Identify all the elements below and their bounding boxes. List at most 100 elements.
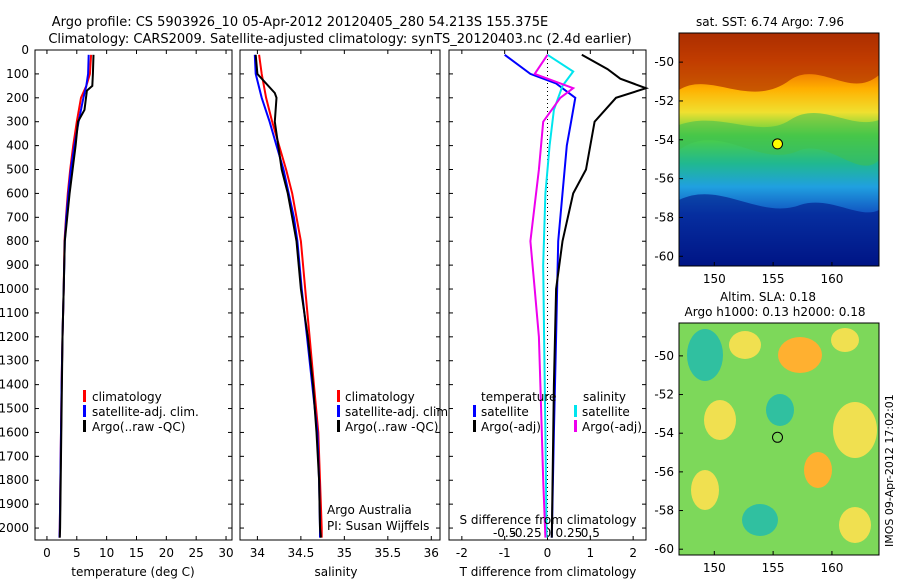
x-tick-label: 0 — [544, 546, 552, 560]
depth-tick-label: 800 — [6, 234, 29, 248]
difference-legend: temperature salinity satellite Argo(-adj… — [473, 390, 642, 434]
series-line-satellite — [542, 53, 575, 538]
depth-tick-label: 2000 — [0, 521, 29, 535]
x-tick-label: 36 — [424, 546, 439, 560]
legend-swatch-s-argo — [574, 420, 577, 432]
x-tick-label: 35 — [337, 546, 352, 560]
longitude-tick-label: 155 — [762, 272, 785, 286]
legend-label-climatology: climatology — [92, 390, 162, 404]
series-line-argo-adj — [550, 53, 650, 538]
sla-map-subtitle: Argo h1000: 0.13 h2000: 0.18 — [685, 305, 866, 319]
x-tick-label: 34.5 — [288, 546, 315, 560]
s-diff-tick-label: -0.25 — [511, 526, 542, 540]
depth-tick-label: 300 — [6, 115, 29, 129]
latitude-tick-label: -56 — [654, 465, 674, 479]
latitude-tick-label: -52 — [654, 388, 674, 402]
legend-label-satellite-adj: satellite-adj. clim. — [92, 405, 199, 419]
latitude-tick-label: -50 — [654, 349, 674, 363]
salinity-panel: 34 34.5 35 35.5 36 salinity climatology sate… — [239, 49, 452, 579]
latitude-tick-label: -52 — [654, 94, 674, 108]
legend-swatch-climatology — [83, 390, 86, 402]
x-tick-label: 5 — [73, 546, 81, 560]
legend-label-satellite-adj: satellite-adj. clim. — [345, 405, 452, 419]
depth-tick-label: 400 — [6, 139, 29, 153]
series-line-satellite — [504, 53, 577, 538]
depth-tick-label: 1700 — [0, 449, 29, 463]
legend-label-t-argo: Argo(-adj) — [481, 420, 541, 434]
temperature-legend: climatology satellite-adj. clim. Argo(..… — [83, 390, 199, 434]
legend-label-argo: Argo(..raw -QC) — [345, 420, 438, 434]
legend-title-salinity: salinity — [583, 390, 626, 404]
series-line-argo-raw-qc — [58, 54, 95, 538]
depth-tick-label: 600 — [6, 186, 29, 200]
depth-tick-label: 1800 — [0, 473, 29, 487]
legend-swatch-t-satellite — [473, 405, 476, 417]
sst-field — [679, 33, 879, 266]
depth-tick-label: 100 — [6, 67, 29, 81]
legend-swatch-s-satellite — [574, 405, 577, 417]
legend-swatch-argo — [83, 420, 86, 432]
temperature-plot-frame — [34, 49, 233, 541]
longitude-tick-label: 160 — [820, 561, 843, 575]
legend-label-climatology: climatology — [345, 390, 415, 404]
header-line2: Climatology: CARS2009. Satellite-adjuste… — [48, 32, 631, 47]
t-difference-tick-labels: -2 -1 0 1 2 — [456, 50, 637, 560]
depth-tick-label: 1500 — [0, 402, 29, 416]
temperature-tick-labels: 0 5 10 15 20 25 30 — [43, 50, 234, 560]
temperature-panel: 0100200300400500600700800900100011001200… — [0, 43, 234, 579]
sst-map-frame — [678, 32, 880, 267]
institution-note: Argo Australia — [327, 503, 412, 517]
argo-location-marker — [772, 138, 783, 150]
x-tick-label: -1 — [499, 546, 511, 560]
s-diff-tick-label: -0.5 — [493, 526, 516, 540]
temperature-xlabel: temperature (deg C) — [71, 565, 194, 579]
header-line1: Argo profile: CS 5903926_10 05-Apr-2012 … — [52, 15, 548, 30]
latitude-tick-label: -60 — [654, 542, 674, 556]
sst-longitude-labels: 150 155 160 — [703, 262, 843, 286]
t-difference-xlabel: T difference from climatology — [459, 565, 637, 579]
latitude-tick-label: -58 — [654, 504, 674, 518]
legend-swatch-t-argo — [473, 420, 476, 432]
x-tick-label: -2 — [456, 546, 468, 560]
salinity-series — [240, 49, 440, 538]
series-line-argo-raw-qc — [254, 54, 322, 538]
latitude-tick-label: -54 — [654, 426, 674, 440]
sla-map-panel: Altim. SLA: 0.18 Argo h1000: 0.13 h2000:… — [654, 290, 880, 575]
legend-label-argo: Argo(..raw -QC) — [92, 420, 185, 434]
sla-longitude-labels: 150 155 160 — [703, 551, 843, 575]
legend-swatch-argo — [337, 420, 340, 432]
depth-tick-label: 1900 — [0, 497, 29, 511]
depth-tick-label: 1100 — [0, 306, 29, 320]
depth-tick-label: 500 — [6, 163, 29, 177]
difference-series — [449, 49, 650, 538]
latitude-tick-label: -60 — [654, 249, 674, 263]
longitude-tick-label: 155 — [762, 561, 785, 575]
x-tick-label: 34 — [250, 546, 265, 560]
x-tick-label: 2 — [629, 546, 637, 560]
x-tick-label: 15 — [129, 546, 144, 560]
legend-swatch-satellite-adj — [337, 405, 340, 417]
imos-credit: IMOS 09-Apr-2012 17:02:01 — [883, 394, 896, 547]
salinity-xlabel: salinity — [314, 565, 357, 579]
x-tick-label: 0 — [43, 546, 51, 560]
depth-tick-labels: 0 100 200 300 400 500 600 700 800 900 1000 1100 1200… — [0, 43, 29, 535]
depth-tick-label: 1400 — [0, 378, 29, 392]
salinity-tick-labels: 34 34.5 35 35.5 36 — [250, 50, 439, 560]
legend-label-s-argo: Argo(-adj) — [582, 420, 642, 434]
s-diff-tick-label: 0.25 — [556, 526, 583, 540]
sla-map-title: Altim. SLA: 0.18 — [720, 290, 816, 304]
sst-map-title: sat. SST: 6.74 Argo: 7.96 — [696, 15, 844, 29]
x-tick-label: 30 — [218, 546, 233, 560]
x-tick-label: 1 — [587, 546, 595, 560]
sla-map-frame — [678, 322, 880, 556]
legend-label-t-satellite: satellite — [481, 405, 529, 419]
argo-location-marker — [772, 431, 783, 443]
x-tick-label: 25 — [189, 546, 204, 560]
sst-latitude-labels: -50 -52 -54 -56 -58 -60 — [654, 55, 683, 263]
depth-tick-label: 1200 — [0, 330, 29, 344]
depth-tick-label: 700 — [6, 210, 29, 224]
latitude-tick-label: -56 — [654, 172, 674, 186]
legend-swatch-climatology — [337, 390, 340, 402]
depth-tick-label: 1300 — [0, 354, 29, 368]
